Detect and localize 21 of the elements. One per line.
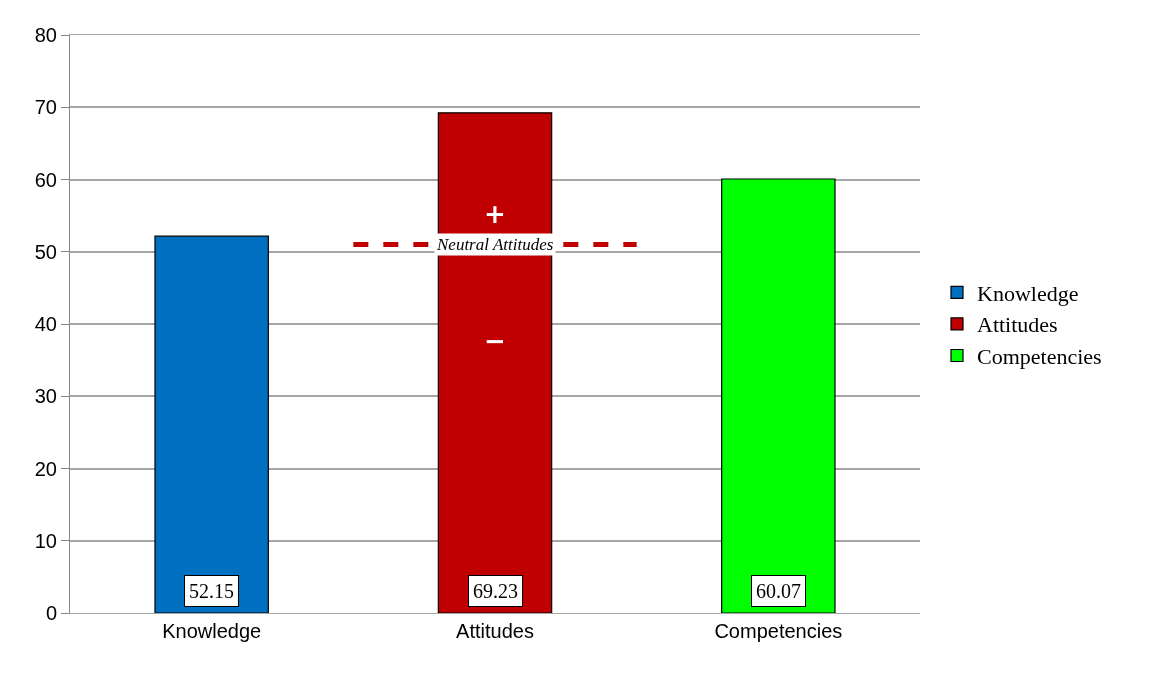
y-tick-label: 10 (34, 529, 57, 552)
annotation: − (484, 326, 506, 356)
y-tick-label: 80 (34, 24, 57, 46)
y-tick-label: 50 (34, 240, 57, 263)
x-tick-label: Attitudes (456, 620, 534, 642)
data-label: 52.15 (189, 580, 234, 602)
annotation: + (484, 199, 506, 229)
x-tick-label: Knowledge (162, 620, 262, 642)
x-tick-label: Competencies (714, 620, 843, 642)
y-tick-label: 70 (34, 96, 57, 119)
y-tick-label: 60 (34, 168, 57, 191)
legend-label: Knowledge (977, 280, 1079, 306)
y-tick-label: 30 (34, 385, 57, 408)
y-tick-label: 40 (34, 313, 57, 335)
ref-line-label: Neutral Attitudes (436, 235, 554, 254)
data-label: 69.23 (473, 580, 518, 602)
data-label: 60.07 (756, 580, 801, 602)
legend-label: Attitudes (977, 312, 1058, 338)
y-tick-label: 20 (34, 457, 57, 480)
y-tick-label: 0 (45, 602, 57, 624)
legend-label: Competencies (977, 344, 1102, 370)
